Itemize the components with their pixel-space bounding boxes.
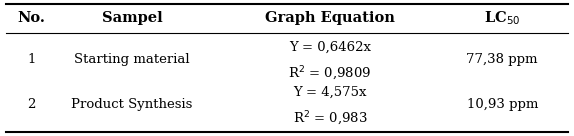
- Text: 77,38 ppm: 77,38 ppm: [467, 53, 538, 66]
- Text: 1: 1: [28, 53, 36, 66]
- Text: Graph Equation: Graph Equation: [265, 11, 395, 25]
- Text: Sampel: Sampel: [102, 11, 162, 25]
- Text: Starting material: Starting material: [74, 53, 190, 66]
- Text: R$^{2}$ = 0,983: R$^{2}$ = 0,983: [293, 110, 367, 128]
- Text: Y = 0,6462x: Y = 0,6462x: [289, 40, 371, 53]
- Text: 10,93 ppm: 10,93 ppm: [467, 98, 538, 111]
- Text: No.: No.: [18, 11, 45, 25]
- Text: 2: 2: [28, 98, 36, 111]
- Text: Y = 4,575x: Y = 4,575x: [293, 85, 367, 98]
- Text: R$^{2}$ = 0,9809: R$^{2}$ = 0,9809: [288, 65, 372, 83]
- Text: LC$_{50}$: LC$_{50}$: [484, 10, 521, 27]
- Text: Product Synthesis: Product Synthesis: [71, 98, 193, 111]
